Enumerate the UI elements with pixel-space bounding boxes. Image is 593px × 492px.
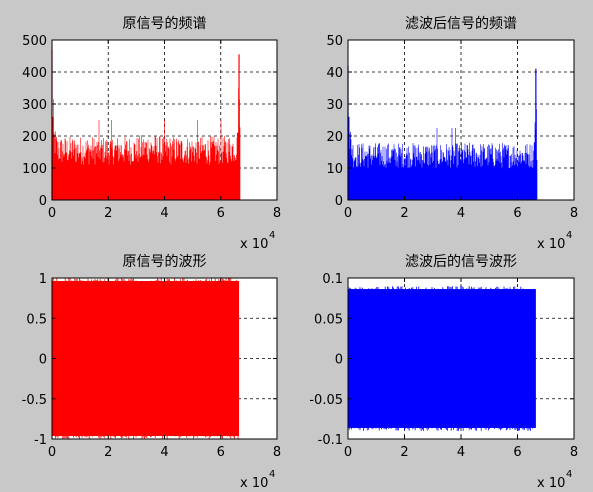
x-tick-label: 2 bbox=[400, 445, 408, 460]
x-tick-label: 4 bbox=[457, 206, 465, 221]
x-exponent-power: 4 bbox=[269, 469, 275, 480]
x-tick-label: 0 bbox=[344, 206, 352, 221]
x-tick-label: 0 bbox=[344, 445, 352, 460]
x-tick-label: 6 bbox=[217, 206, 225, 221]
y-tick-label: 500 bbox=[22, 34, 47, 49]
y-tick-label: -1 bbox=[34, 433, 47, 448]
x-exponent-power: 4 bbox=[566, 230, 572, 241]
y-tick-label: 100 bbox=[22, 162, 47, 177]
x-exponent-power: 4 bbox=[269, 230, 275, 241]
series bbox=[51, 278, 240, 439]
x-tick-label: 2 bbox=[104, 206, 112, 221]
x-tick-label: 8 bbox=[570, 445, 578, 460]
y-tick-label: 0.1 bbox=[322, 272, 343, 287]
subplot-title: 原信号的频谱 bbox=[123, 16, 207, 32]
x-tick-label: 0 bbox=[48, 206, 56, 221]
y-tick-label: -0.1 bbox=[318, 433, 343, 448]
subplot-title: 原信号的波形 bbox=[123, 254, 207, 270]
x-tick-label: 8 bbox=[273, 445, 281, 460]
x-tick-label: 8 bbox=[570, 206, 578, 221]
y-tick-label: 200 bbox=[22, 130, 47, 145]
y-tick-label: 0 bbox=[335, 194, 343, 209]
x-tick-label: 2 bbox=[400, 206, 408, 221]
y-tick-label: 0 bbox=[39, 194, 47, 209]
x-tick-label: 4 bbox=[160, 206, 168, 221]
y-tick-label: 300 bbox=[22, 98, 47, 113]
y-tick-label: 400 bbox=[22, 66, 47, 81]
x-tick-label: 0 bbox=[48, 445, 56, 460]
y-tick-label: 0 bbox=[39, 353, 47, 368]
x-tick-label: 8 bbox=[273, 206, 281, 221]
x-exponent-label: x 10 bbox=[240, 476, 268, 491]
subplot-title: 滤波后的信号波形 bbox=[405, 254, 517, 270]
x-exponent-label: x 10 bbox=[537, 237, 565, 252]
x-exponent-power: 4 bbox=[566, 469, 572, 480]
y-tick-label: 0.5 bbox=[26, 312, 47, 327]
x-tick-label: 6 bbox=[513, 445, 521, 460]
y-tick-label: 0 bbox=[335, 353, 343, 368]
y-tick-label: 1 bbox=[39, 272, 47, 287]
x-tick-label: 4 bbox=[160, 445, 168, 460]
y-tick-label: 50 bbox=[326, 34, 343, 49]
y-tick-label: 20 bbox=[326, 130, 343, 145]
x-exponent-label: x 10 bbox=[240, 237, 268, 252]
y-tick-label: 0.05 bbox=[314, 312, 343, 327]
y-tick-label: 40 bbox=[326, 66, 343, 81]
y-tick-label: 30 bbox=[326, 98, 343, 113]
x-tick-label: 6 bbox=[513, 206, 521, 221]
y-tick-label: -0.05 bbox=[309, 393, 343, 408]
x-tick-label: 6 bbox=[217, 445, 225, 460]
y-tick-label: 10 bbox=[326, 162, 343, 177]
series bbox=[347, 286, 536, 431]
x-exponent-label: x 10 bbox=[537, 476, 565, 491]
y-tick-label: -0.5 bbox=[22, 393, 47, 408]
x-tick-label: 2 bbox=[104, 445, 112, 460]
x-tick-label: 4 bbox=[457, 445, 465, 460]
subplot-title: 滤波后信号的频谱 bbox=[405, 16, 517, 32]
